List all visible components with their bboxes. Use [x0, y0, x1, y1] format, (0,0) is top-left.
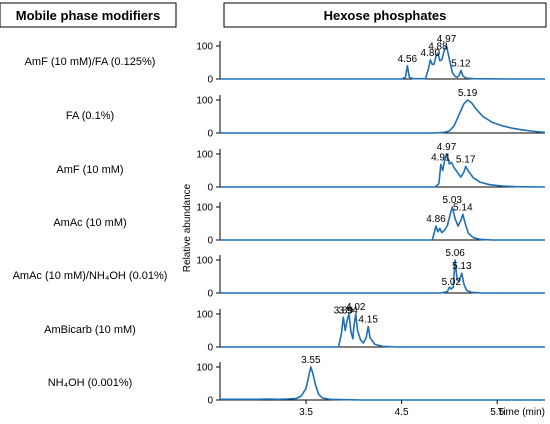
chromatogram-panel: AmAc (10 mM)/NH₄OH (0.01%) 100 0 5.02 5.06 5.…: [13, 248, 545, 300]
peak-label: 4.02: [346, 302, 366, 313]
peak-label: 5.14: [453, 202, 473, 213]
peak-label: 4.91: [431, 153, 451, 164]
condition-label: AmF (10 mM): [56, 164, 123, 176]
y-tick-label: 0: [207, 75, 213, 86]
peak-label: 4.15: [358, 315, 378, 326]
y-tick-label: 0: [207, 183, 213, 194]
panels-group: AmF (10 mM)/FA (0.125%)10004.564.804.884…: [13, 34, 546, 407]
y-tick-label: 100: [196, 363, 213, 374]
condition-label: AmBicarb (10 mM): [44, 324, 136, 336]
condition-label: NH₄OH (0.001%): [48, 377, 133, 389]
chromatogram-panel: FA (0.1%) 100 0 5.19: [66, 88, 546, 140]
peak-label: 5.13: [452, 261, 472, 272]
y-tick-label: 100: [196, 150, 213, 161]
y-tick-label: 100: [196, 42, 213, 53]
y-tick-label: 100: [196, 96, 213, 107]
y-tick-label: 0: [207, 129, 213, 140]
chromatogram-trace: [220, 99, 546, 134]
y-tick-label: 100: [196, 310, 213, 321]
chromatogram-panel: NH₄OH (0.001%) 100 0 3.55: [48, 355, 545, 407]
chromatogram-trace: [220, 206, 545, 241]
peak-label: 5.17: [456, 155, 476, 166]
peak-label: 5.19: [458, 88, 478, 99]
right-header-title: Hexose phosphates: [324, 8, 447, 23]
y-tick-label: 0: [207, 343, 213, 354]
left-header-box: [0, 2, 177, 28]
chromatogram-panel: AmF (10 mM)/FA (0.125%) 100 0 4.564.804.884…: [25, 34, 545, 86]
chromatogram-panel: AmF (10 mM) 100 0 4.914.97 5.17: [56, 142, 546, 194]
x-tick-label: 3.5: [299, 407, 313, 418]
y-tick-label: 100: [196, 256, 213, 267]
peak-label: 3.94: [338, 305, 358, 316]
peak-label: 4.88: [428, 41, 448, 52]
condition-label: FA (0.1%): [66, 110, 114, 122]
condition-label: AmAc (10 mM)/NH₄OH (0.01%): [13, 270, 168, 282]
peak-label: 4.86: [426, 214, 446, 225]
peak-label: 4.97: [437, 142, 457, 153]
chromatogram-trace: [220, 313, 545, 348]
peak-label: 4.80: [421, 48, 441, 59]
peak-label: 4.56: [398, 54, 418, 65]
y-tick-label: 0: [207, 289, 213, 300]
chromatogram-trace: [220, 153, 546, 188]
peak-label: 5.06: [445, 248, 465, 259]
peak-label: 3.89: [334, 305, 354, 316]
chromatogram-trace: [220, 259, 545, 294]
right-header-box: [223, 2, 547, 28]
y-tick-label: 0: [207, 396, 213, 407]
condition-label: AmF (10 mM)/FA (0.125%): [25, 56, 156, 68]
chromatogram-panel: AmBicarb (10 mM) 100 0 3.893.944.02 4.15: [44, 302, 545, 354]
left-header-title: Mobile phase modifiers: [16, 8, 160, 23]
chromatogram-trace: [220, 45, 545, 80]
peak-label: 5.02: [442, 277, 462, 288]
peak-label: 4.97: [437, 34, 457, 45]
y-axis-title: Relative abundance: [182, 183, 193, 272]
condition-label: AmAc (10 mM): [53, 217, 126, 229]
y-tick-label: 100: [196, 203, 213, 214]
peak-label: 3.55: [301, 355, 321, 366]
y-tick-label: 0: [207, 236, 213, 247]
x-tick-label: 5.5: [490, 407, 504, 418]
peak-label: 5.03: [443, 195, 463, 206]
chromatogram-trace: [220, 366, 545, 401]
x-tick-label: 4.5: [395, 407, 409, 418]
chromatogram-panel: AmAc (10 mM) 100 0 4.86 5.035.14: [53, 195, 545, 247]
peak-label: 5.12: [451, 58, 471, 69]
x-axis-title: Time (min): [498, 407, 545, 418]
